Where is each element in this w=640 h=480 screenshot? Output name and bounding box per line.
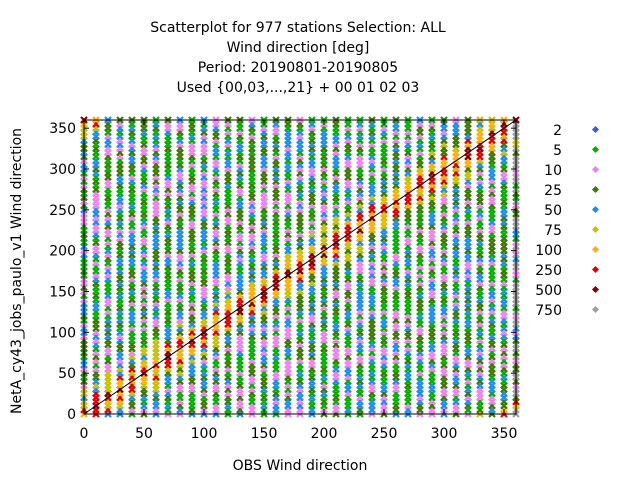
legend-marker: [591, 245, 600, 254]
x-axis-title: OBS Wind direction: [233, 458, 368, 474]
legend-marker: [591, 145, 600, 154]
legend-marker: [591, 225, 600, 234]
legend-marker: [591, 165, 600, 174]
x-tick-label: 200: [311, 426, 338, 442]
y-axis-title: NetA_cy43_jobs_paulo_v1 Wind direction: [9, 128, 25, 414]
legend-label: 100: [535, 243, 562, 259]
plot-frame: [83, 119, 517, 415]
chart-subtitle-period: Period: 20190801-20190805: [197, 60, 399, 76]
y-tick-label: 50: [58, 366, 76, 382]
x-tick-label: 150: [251, 426, 278, 442]
chart-subtitle-used: Used {00,03,...,21} + 00 01 02 03: [176, 80, 420, 96]
y-tick-label: 100: [49, 325, 76, 341]
legend-marker: [591, 205, 600, 214]
diagonal-line: [83, 119, 517, 415]
data-points: [80, 116, 520, 418]
y-tick-label: 250: [49, 203, 76, 219]
x-tick-label: 0: [80, 426, 89, 442]
y-tick-label: 0: [67, 407, 76, 423]
chart-title-block: Scatterplot for 977 stations Selection: …: [80, 18, 516, 98]
legend-label: 250: [535, 263, 562, 279]
legend-label: 500: [535, 283, 562, 299]
x-tick-label: 350: [491, 426, 518, 442]
legend-label: 50: [544, 203, 562, 219]
x-axis: 0 50 100 150 200 250 300 350: [80, 120, 518, 442]
y-tick-label: 300: [49, 162, 76, 178]
x-tick-label: 300: [431, 426, 458, 442]
legend-label: 10: [544, 163, 562, 179]
y-axis: 0 50 100 150 200 250 300 350: [49, 121, 516, 423]
legend-marker: [591, 305, 600, 314]
chart-subtitle-variable: Wind direction [deg]: [226, 40, 370, 56]
legend-label: 5: [553, 143, 562, 159]
legend-marker: [591, 185, 600, 194]
legend-marker: [591, 125, 600, 134]
legend-marker: [591, 265, 600, 274]
y-tick-label: 200: [49, 244, 76, 260]
y-tick-label: 350: [49, 121, 76, 137]
x-tick-label: 250: [371, 426, 398, 442]
legend-label: 75: [544, 223, 562, 239]
x-tick-label: 50: [135, 426, 153, 442]
chart-title: Scatterplot for 977 stations Selection: …: [150, 20, 446, 36]
y-tick-label: 150: [49, 285, 76, 301]
legend-label: 2: [553, 123, 562, 139]
x-tick-label: 100: [191, 426, 218, 442]
legend-marker: [591, 285, 600, 294]
legend-label: 750: [535, 303, 562, 319]
legend-label: 25: [544, 183, 562, 199]
